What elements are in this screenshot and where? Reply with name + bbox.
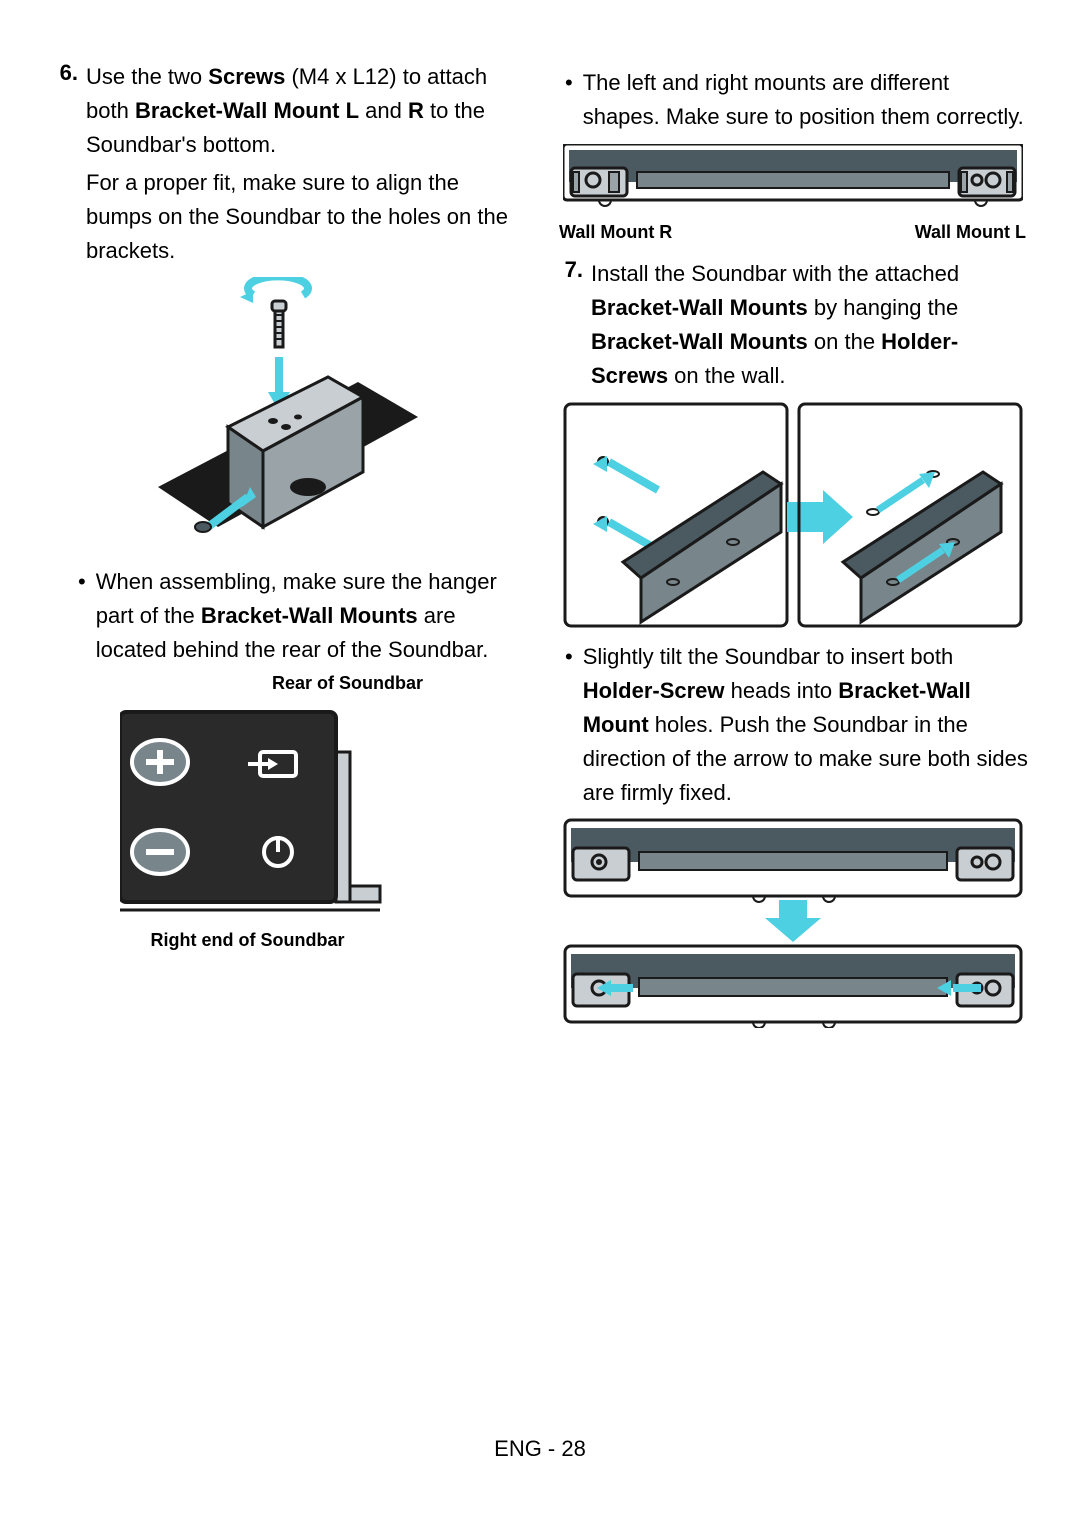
label-wall-mount-l: Wall Mount L (915, 222, 1026, 243)
bullet-hanger: • When assembling, make sure the hanger … (50, 565, 525, 667)
text: Use the two (86, 64, 208, 89)
bullet-icon: • (565, 66, 573, 134)
page-footer: ENG - 28 (0, 1436, 1080, 1462)
text-bold: Bracket-Wall Mounts (201, 603, 418, 628)
text-bold: Bracket-Wall Mounts (591, 295, 808, 320)
text: by hanging the (808, 295, 958, 320)
right-column: • The left and right mounts are differen… (555, 60, 1030, 1036)
text: on the (808, 329, 881, 354)
step-7: 7. Install the Soundbar with the attache… (555, 257, 1030, 393)
step-number: 6. (50, 60, 78, 269)
figure-mounts-bar (555, 144, 1030, 214)
caption-wall-mounts: Wall Mount R Wall Mount L (555, 222, 1030, 243)
text: Slightly tilt the Soundbar to insert bot… (583, 644, 954, 669)
text-bold: Screws (208, 64, 285, 89)
figure-push-soundbar (555, 818, 1030, 1028)
bullet-text: When assembling, make sure the hanger pa… (96, 565, 525, 667)
step-body: Install the Soundbar with the attached B… (591, 257, 1030, 393)
text: heads into (725, 678, 839, 703)
figure-screw-bracket (50, 277, 525, 557)
bullet-text: Slightly tilt the Soundbar to insert bot… (583, 640, 1030, 810)
left-column: 6. Use the two Screws (M4 x L12) to atta… (50, 60, 525, 1036)
bullet-mounts-diff: • The left and right mounts are differen… (555, 66, 1030, 134)
caption-right-end: Right end of Soundbar (50, 930, 525, 951)
bullet-tilt: • Slightly tilt the Soundbar to insert b… (555, 640, 1030, 810)
text: For a proper fit, make sure to align the… (86, 170, 508, 263)
text: Install the Soundbar with the attached (591, 261, 959, 286)
step-6: 6. Use the two Screws (M4 x L12) to atta… (50, 60, 525, 269)
text: on the wall. (668, 363, 785, 388)
text: holes. Push the Soundbar in the directio… (583, 712, 1028, 805)
text: and (359, 98, 408, 123)
caption-rear: Rear of Soundbar (50, 673, 525, 694)
text-bold: Holder-Screw (583, 678, 725, 703)
bullet-icon: • (78, 565, 86, 667)
label-wall-mount-r: Wall Mount R (559, 222, 672, 243)
step-number: 7. (555, 257, 583, 393)
figure-rear-soundbar (50, 702, 525, 922)
text-bold: Bracket-Wall Mounts (591, 329, 808, 354)
figure-hang-soundbar (555, 402, 1030, 632)
step-body: Use the two Screws (M4 x L12) to attach … (86, 60, 525, 269)
text-bold: Bracket-Wall Mount L (135, 98, 359, 123)
text-bold: R (408, 98, 424, 123)
bullet-text: The left and right mounts are different … (583, 66, 1030, 134)
bullet-icon: • (565, 640, 573, 810)
